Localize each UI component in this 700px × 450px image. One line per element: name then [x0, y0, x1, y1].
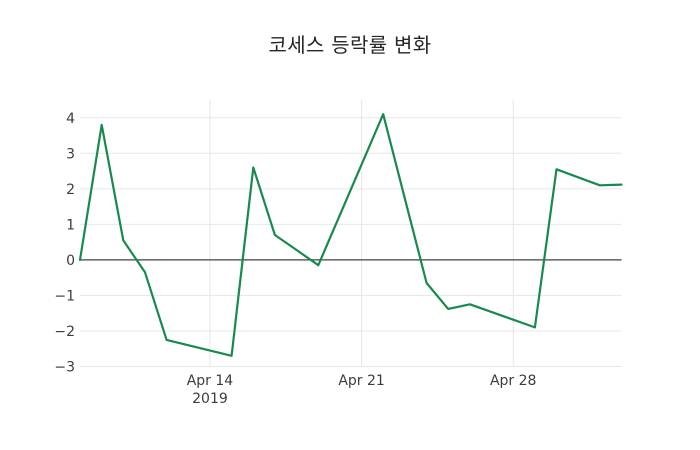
y-tick-label: 3: [66, 146, 75, 162]
y-tick-label: 4: [66, 111, 75, 127]
y-tick-label: −3: [54, 360, 75, 376]
x-tick-label: Apr 21: [338, 373, 384, 389]
x-tick-label: Apr 28: [490, 373, 536, 389]
x-tick-label: Apr 14: [187, 373, 234, 389]
y-tick-label: −2: [54, 324, 75, 340]
x-tick-label: 2019: [192, 391, 228, 407]
y-tick-label: 2: [66, 182, 75, 198]
chart-title: 코세스 등락률 변화: [268, 33, 432, 57]
y-tick-label: 1: [66, 217, 75, 233]
y-tick-label: 0: [66, 253, 75, 269]
y-tick-label: −1: [54, 288, 75, 304]
series-line: [78, 113, 623, 357]
